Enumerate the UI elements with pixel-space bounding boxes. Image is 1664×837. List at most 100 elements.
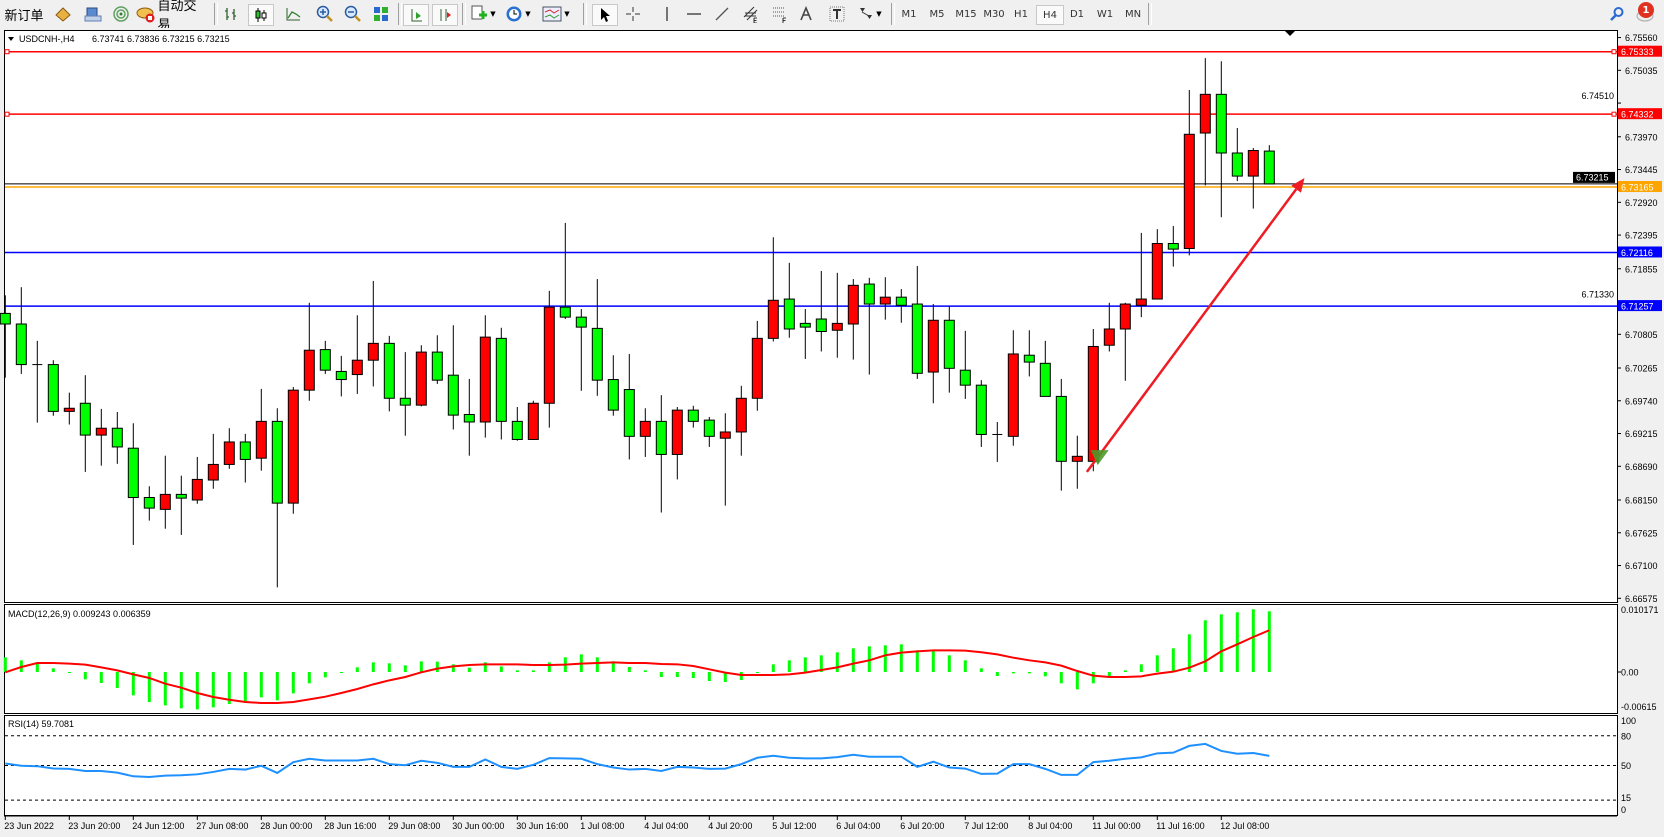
tile-windows-icon[interactable]: [370, 4, 392, 24]
candle-body-bull: [1103, 328, 1115, 346]
trendline-icon[interactable]: [711, 4, 733, 24]
timeframe-d1[interactable]: D1: [1069, 8, 1085, 20]
candle: [815, 270, 827, 352]
toolbar-separator: [214, 3, 218, 25]
candle: [63, 392, 75, 425]
dropdown-arrow-icon: ▼: [876, 10, 882, 18]
price-level-label: 6.71257: [1621, 302, 1654, 312]
candle: [1023, 330, 1035, 377]
zoom-in-icon[interactable]: [314, 4, 336, 24]
macd-histogram-bar: [899, 644, 903, 672]
signals-icon[interactable]: [110, 4, 132, 24]
macd-histogram-bar: [179, 672, 183, 709]
candle: [351, 315, 363, 394]
timeframe-m30[interactable]: M30: [983, 8, 1005, 20]
macd-histogram-bar: [995, 672, 999, 677]
candle: [671, 407, 683, 480]
horizontal-line[interactable]: [4, 49, 1617, 55]
macd-histogram-bar: [1043, 672, 1047, 677]
chart-window[interactable]: 6.75560 6.75035 6.74510 6.73970 6.73445 6.729…: [0, 28, 1664, 837]
macd-histogram-bar: [803, 657, 807, 672]
macd-histogram-bar: [915, 650, 919, 672]
templates-button[interactable]: ▼: [540, 4, 572, 24]
candle: [79, 375, 91, 472]
candle-body-bear: [495, 337, 507, 422]
candlestick-chart-icon[interactable]: [248, 4, 274, 26]
macd-histogram-bar: [1171, 648, 1175, 672]
price-tick-label: 6.73445: [1625, 165, 1658, 175]
candle: [623, 353, 635, 460]
macd-histogram-bar: [1027, 672, 1031, 674]
auto-scroll-icon[interactable]: [403, 4, 429, 26]
timeframe-h4[interactable]: H4: [1036, 5, 1064, 25]
arrows-button[interactable]: ▼: [855, 4, 885, 24]
candle-body-bear: [175, 493, 187, 499]
new-order-button[interactable]: 新订单: [2, 4, 46, 24]
arrows-icon: [860, 8, 873, 19]
candle: [1263, 145, 1275, 185]
text-label-icon[interactable]: [826, 4, 848, 24]
candle: [639, 408, 651, 457]
crosshair-icon[interactable]: [622, 4, 644, 24]
periods-button[interactable]: ▼: [503, 4, 533, 24]
horizontal-line-icon[interactable]: [683, 4, 705, 24]
fibonacci-icon[interactable]: [768, 4, 792, 24]
candle: [831, 272, 843, 358]
trendline-arrow[interactable]: [1085, 177, 1305, 473]
equidistant-channel-icon[interactable]: [739, 4, 763, 24]
timeframe-w1[interactable]: W1: [1096, 8, 1114, 20]
macd-histogram-bar: [787, 660, 791, 672]
macd-histogram-bar: [979, 668, 983, 672]
chart-shift-icon[interactable]: [432, 4, 458, 26]
timeframe-mn[interactable]: MN: [1124, 8, 1142, 20]
search-icon[interactable]: [1606, 4, 1628, 24]
time-tick-label: 1 Jul 08:00: [580, 821, 624, 831]
price-level-label: 6.72116: [1621, 248, 1653, 258]
timeframe-m5[interactable]: M5: [929, 8, 945, 20]
candle-body-bull: [927, 319, 939, 373]
drawings: [1085, 177, 1305, 473]
data-window-icon[interactable]: [82, 4, 104, 24]
candle: [1007, 330, 1019, 446]
candle-body-bull: [527, 402, 539, 440]
candle-body-bear: [975, 384, 987, 435]
candle: [735, 385, 747, 456]
time-tick-label: 28 Jun 16:00: [324, 821, 376, 831]
macd-histogram-bar: [707, 672, 711, 682]
candle: [927, 304, 939, 404]
candle-body-bear: [319, 349, 331, 371]
candle-body-bull: [415, 351, 427, 406]
candle: [431, 335, 443, 384]
candle: [159, 455, 171, 529]
chart-shift-marker-icon[interactable]: [1285, 31, 1295, 36]
candle: [495, 327, 507, 440]
line-handle: [4, 49, 10, 55]
macd-histogram-bar: [1235, 612, 1239, 672]
timeframe-m15[interactable]: M15: [955, 8, 977, 20]
horizontal-line[interactable]: [4, 111, 1617, 117]
symbol-menu-arrow-icon[interactable]: [8, 37, 14, 41]
candle-body-bear: [911, 303, 923, 374]
auto-trading-button[interactable]: 自动交易: [136, 0, 208, 33]
new-chart-button[interactable]: ▼: [468, 4, 498, 24]
time-tick-label: 4 Jul 04:00: [644, 821, 688, 831]
vertical-line-icon[interactable]: [656, 4, 678, 24]
cursor-icon[interactable]: [592, 4, 618, 26]
text-tool-icon[interactable]: [796, 4, 816, 24]
timeframe-h1[interactable]: H1: [1014, 8, 1028, 20]
market-watch-icon[interactable]: [52, 4, 74, 24]
zoom-out-icon[interactable]: [342, 4, 364, 24]
candle-body-bear: [1023, 354, 1035, 363]
price-tick-label: 6.70265: [1625, 364, 1658, 374]
macd-histogram-bar: [259, 672, 263, 698]
macd-histogram-bar: [147, 672, 151, 703]
candle: [367, 280, 379, 387]
macd-histogram-bar: [419, 661, 423, 672]
line-chart-icon[interactable]: [282, 4, 304, 24]
current-price-label: 6.73215: [1576, 172, 1609, 182]
candle: [511, 407, 523, 441]
timeframe-m1[interactable]: M1: [901, 8, 917, 20]
candle: [191, 456, 203, 504]
macd-histogram-bar: [1011, 672, 1015, 674]
bar-chart-icon[interactable]: [220, 4, 242, 24]
